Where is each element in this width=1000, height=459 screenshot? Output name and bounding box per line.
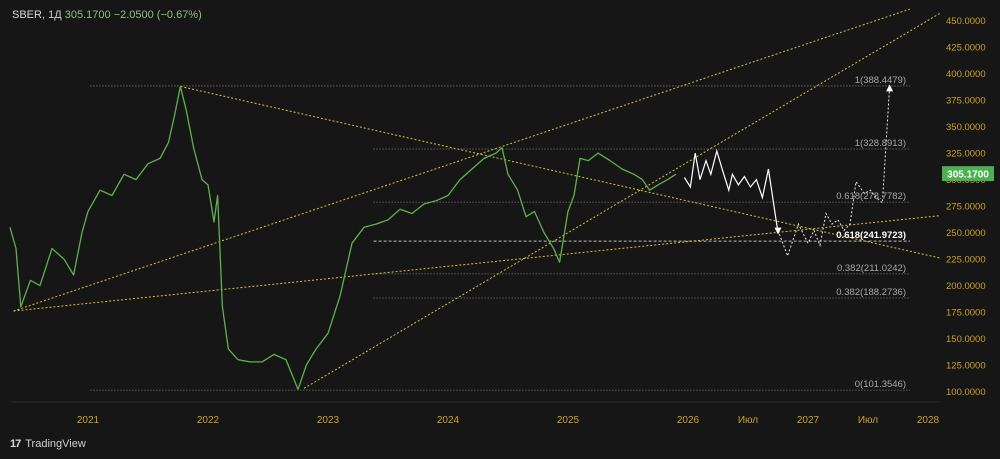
y-tick-label: 425.0000 [946,43,986,54]
trendlines[interactable] [13,8,941,389]
projection-solid [683,148,779,233]
fib-level-label: 1(388.4479) [855,75,906,86]
y-tick-label: 200.0000 [946,281,986,292]
last-price-header: 305.1700 [64,9,111,21]
price-series [9,85,677,391]
fib-level-label: 0.618(241.9723) [836,230,906,241]
price-change: −2.0500 (−0.67%) [113,9,202,21]
x-tick-label: 2026 [677,415,700,426]
fib-level-label: 0.382(211.0242) [837,263,906,274]
x-tick-label: Июл [738,415,758,426]
x-tick-label: 2027 [797,415,820,426]
y-tick-label: 450.0000 [946,16,986,27]
x-tick-label: 2022 [197,415,220,426]
last-price-marker [942,166,994,182]
x-tick-label: 2025 [557,415,580,426]
trendline [13,8,911,312]
y-tick-label: 100.0000 [946,387,986,398]
interval-label[interactable]: 1Д [48,9,62,21]
y-tick-label: 225.0000 [946,255,986,266]
x-tick-label: Июл [858,415,878,426]
projection-arrow-up-icon [886,84,894,92]
projection-path[interactable] [683,84,894,258]
trendline [180,85,941,259]
last-price-label: 305.1700 [947,170,989,181]
fib-level-label: 0(101.3546) [855,379,906,390]
projection-arrow-down-icon [774,227,782,235]
y-tick-label: 325.0000 [946,149,986,160]
x-tick-label: 2028 [917,415,940,426]
y-tick-label: 350.0000 [946,122,986,133]
x-tick-label: 2023 [317,415,340,426]
x-tick-label: 2021 [77,415,100,426]
trendline [13,215,941,312]
trendline [303,12,941,389]
fib-level-label: 1(328.8913) [855,138,906,149]
y-tick-label: 125.0000 [946,361,986,372]
y-tick-label: 250.0000 [946,228,986,239]
fib-level-label: 0.382(188.2736) [836,287,906,298]
fib-level-label: 0.618(278.7782) [836,191,906,202]
axes: 100.0000 125.0000 150.0000 175.0000 200.0000… [77,16,994,426]
tradingview-brand[interactable]: 17 TradingView [10,438,86,450]
y-tick-label: 150.0000 [946,334,986,345]
y-tick-label: 375.0000 [946,96,986,107]
brand-name: TradingView [25,438,86,450]
symbol-name[interactable]: SBER [12,9,42,21]
price-line [9,85,677,391]
x-tick-label: 2024 [437,415,460,426]
y-tick-label: 400.0000 [946,69,986,80]
symbol-header[interactable]: SBER, 1Д 305.1700 −2.0500 (−0.67%) [12,9,202,21]
y-tick-label: 175.0000 [946,308,986,319]
tradingview-logo-icon: 17 [10,438,21,450]
y-tick-label: 275.0000 [946,202,986,213]
